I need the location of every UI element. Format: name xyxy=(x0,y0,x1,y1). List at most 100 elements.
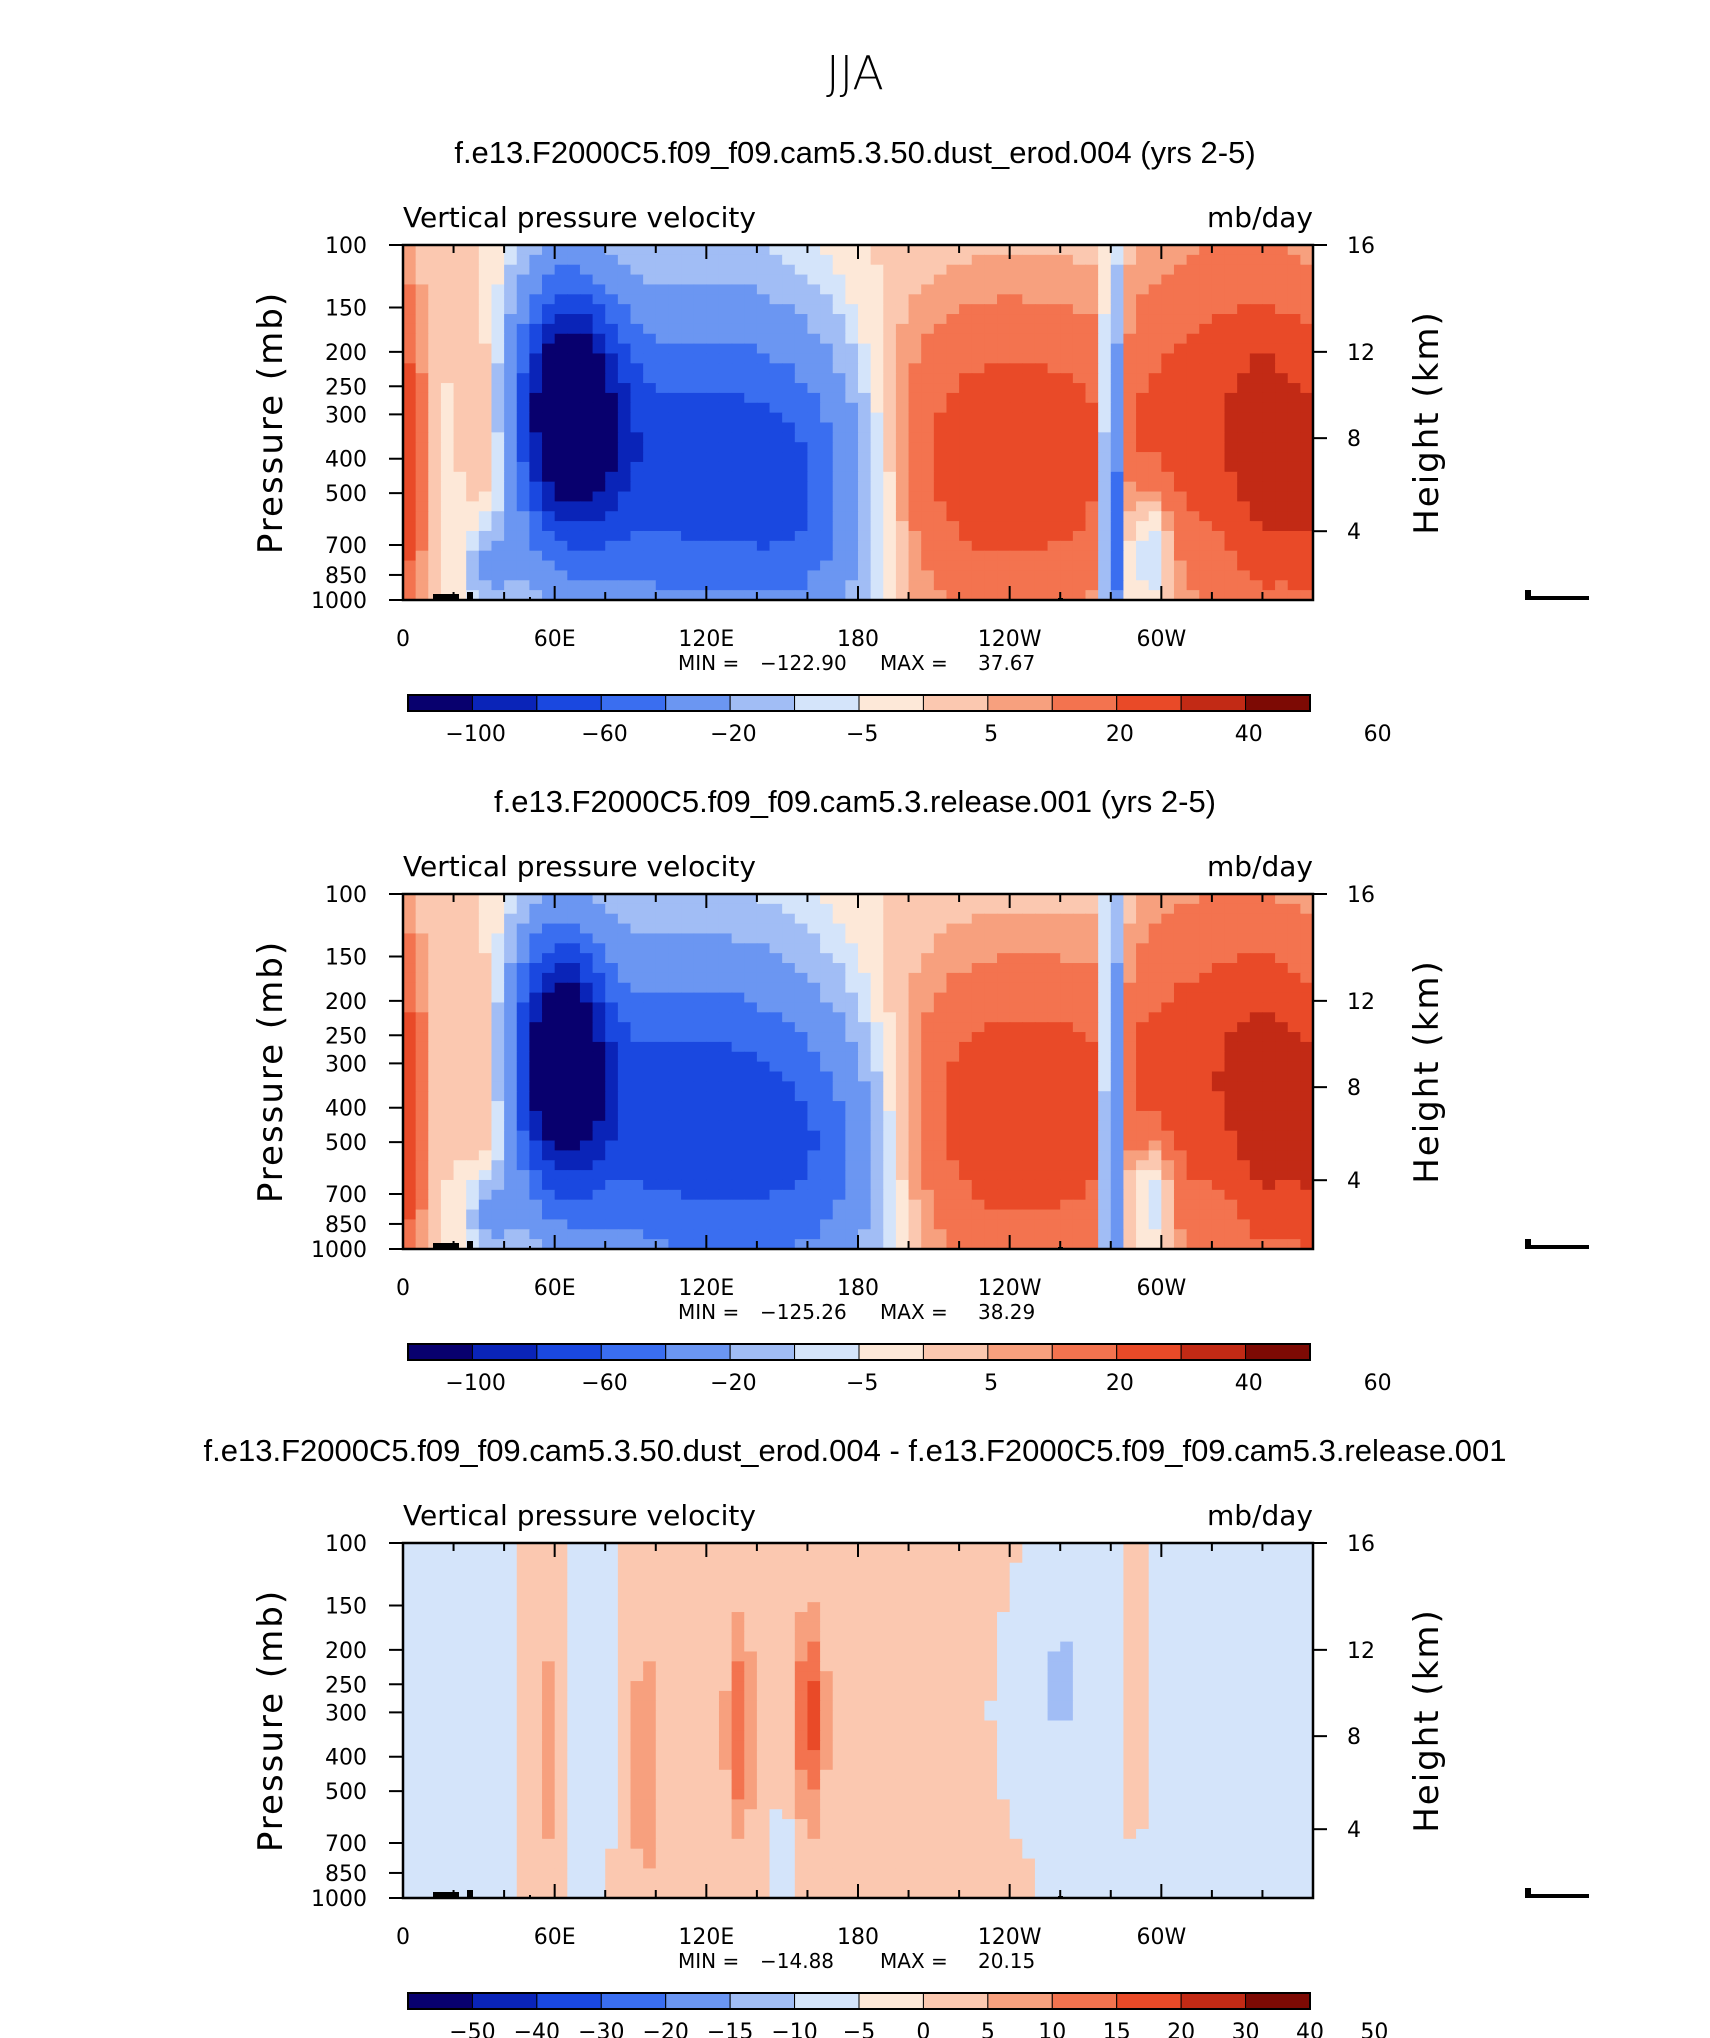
contour-cell xyxy=(1022,304,1036,315)
contour-cell xyxy=(1034,894,1049,905)
contour-cell xyxy=(921,1199,935,1211)
contour-cell xyxy=(440,471,455,483)
contour-cell xyxy=(567,570,581,581)
contour-cell xyxy=(820,953,834,964)
contour-cell xyxy=(946,442,960,453)
contour-cell xyxy=(440,1091,455,1102)
contour-cell xyxy=(1186,471,1200,483)
contour-cell xyxy=(466,402,480,414)
contour-cell xyxy=(440,422,455,433)
contour-cell xyxy=(794,432,809,443)
contour-cell xyxy=(1224,274,1238,286)
contour-cell xyxy=(1047,1071,1061,1082)
contour-cell xyxy=(1022,560,1036,572)
contour-cell xyxy=(858,1120,872,1132)
contour-cell xyxy=(403,1071,417,1082)
contour-cell xyxy=(706,1012,720,1023)
contour-cell xyxy=(491,333,505,345)
contour-cell xyxy=(908,1041,922,1053)
contour-cell xyxy=(1047,933,1061,944)
contour-cell xyxy=(858,284,872,295)
contour-cell xyxy=(668,1041,682,1053)
contour-cell xyxy=(605,1081,619,1092)
contour-cell xyxy=(971,511,985,522)
contour-cell xyxy=(529,1179,543,1191)
contour-cell xyxy=(1072,1199,1087,1211)
contour-cell xyxy=(908,422,922,433)
contour-cell xyxy=(668,1061,682,1073)
contour-cell xyxy=(415,333,429,345)
contour-cell xyxy=(1123,461,1137,473)
contour-cell xyxy=(971,972,985,984)
contour-cell xyxy=(466,1150,480,1161)
contour-cell xyxy=(1300,264,1314,276)
contour-cell xyxy=(1287,304,1301,315)
contour-cell xyxy=(769,491,783,502)
contour-cell xyxy=(1009,992,1023,1004)
contour-cell xyxy=(807,452,821,463)
contour-cell xyxy=(908,511,922,522)
contour-cell xyxy=(959,471,973,483)
contour-cell xyxy=(1275,264,1289,276)
contour-cell xyxy=(630,953,644,964)
contour-cell xyxy=(1211,1179,1226,1191)
contour-cell xyxy=(1199,1032,1213,1043)
contour-cell xyxy=(428,353,442,364)
contour-cell xyxy=(756,913,771,925)
contour-cell xyxy=(807,245,821,256)
contour-cell xyxy=(744,1002,758,1013)
colorbar-box xyxy=(922,694,989,712)
contour-cell xyxy=(883,363,897,374)
contour-cell xyxy=(832,903,846,915)
contour-cell xyxy=(1161,580,1175,591)
contour-cell xyxy=(466,442,480,453)
contour-cell xyxy=(756,1130,771,1142)
contour-cell xyxy=(478,530,493,542)
contour-cell xyxy=(516,540,530,552)
contour-cell xyxy=(478,560,493,572)
contour-cell xyxy=(870,353,884,364)
contour-cell xyxy=(579,383,594,394)
contour-cell xyxy=(693,521,707,532)
contour-cell xyxy=(1161,314,1175,325)
contour-cell xyxy=(883,432,897,443)
contour-cell xyxy=(1249,982,1264,994)
contour-cell xyxy=(769,1012,783,1023)
contour-cell xyxy=(706,422,720,433)
contour-cell xyxy=(845,501,859,512)
contour-cell xyxy=(440,343,455,355)
contour-cell xyxy=(921,570,935,581)
contour-cell xyxy=(453,1101,467,1112)
contour-cell xyxy=(971,481,985,493)
contour-cell xyxy=(1136,530,1150,542)
contour-cell xyxy=(1186,933,1200,944)
contour-cell xyxy=(1034,1041,1049,1053)
contour-cell xyxy=(403,1101,417,1112)
contour-cell xyxy=(1224,521,1238,532)
contour-cell xyxy=(415,943,429,954)
contour-cell xyxy=(718,1071,733,1082)
colorbar xyxy=(407,694,1311,712)
contour-cell xyxy=(668,1101,682,1112)
contour-cell xyxy=(681,1061,695,1073)
contour-cell xyxy=(794,254,809,266)
contour-cell xyxy=(997,264,1011,276)
contour-cell xyxy=(1161,1179,1175,1191)
contour-cell xyxy=(453,972,467,984)
contour-cell xyxy=(1123,294,1137,305)
contour-cell xyxy=(630,392,644,404)
contour-cell xyxy=(1047,1189,1061,1201)
contour-cell xyxy=(984,353,998,364)
contour-cell xyxy=(567,1012,581,1023)
contour-cell xyxy=(883,1101,897,1112)
contour-cell xyxy=(630,1002,644,1013)
contour-cell xyxy=(845,452,859,463)
contour-cell xyxy=(1085,245,1099,256)
contour-cell xyxy=(1110,521,1125,532)
contour-cell xyxy=(491,471,505,483)
contour-cell xyxy=(1173,353,1188,364)
contour-cell xyxy=(1072,913,1087,925)
contour-cell xyxy=(1224,442,1238,453)
contour-cell xyxy=(453,521,467,532)
contour-cell xyxy=(440,1061,455,1073)
